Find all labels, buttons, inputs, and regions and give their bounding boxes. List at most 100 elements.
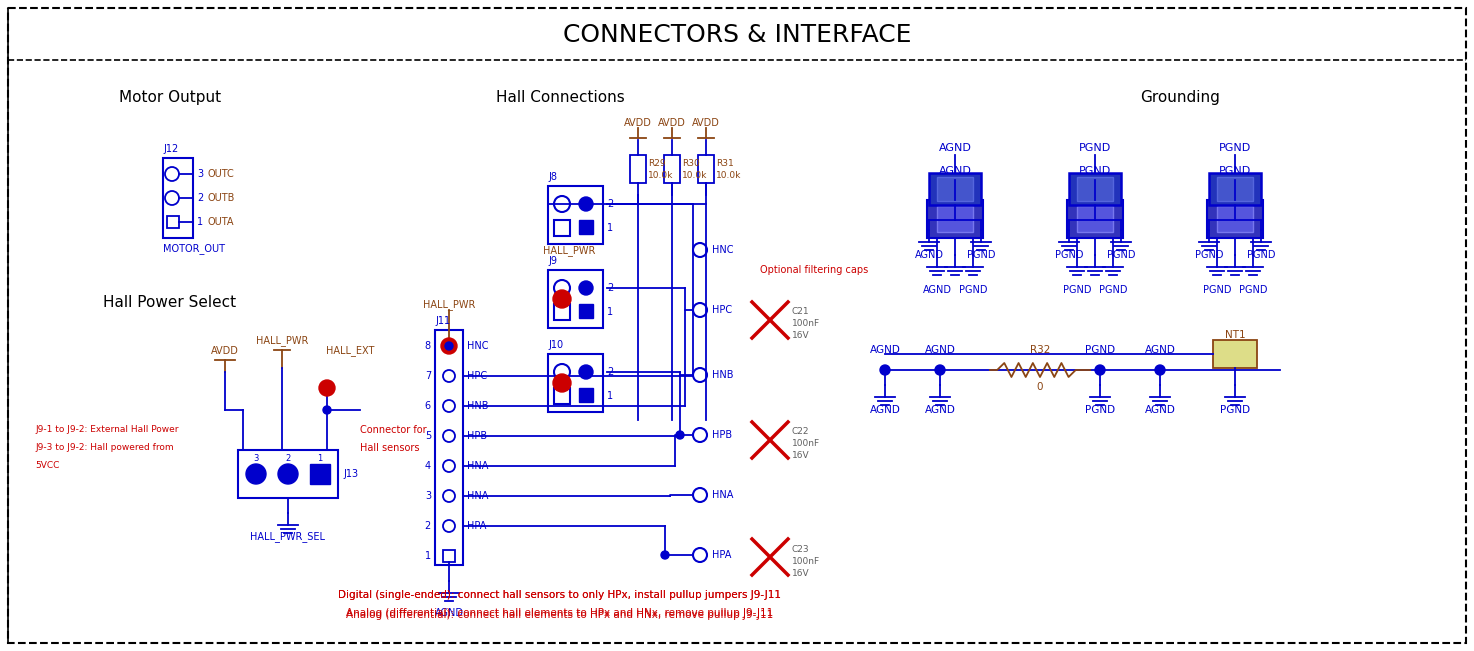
- Text: PGND: PGND: [1247, 250, 1275, 260]
- Text: 3: 3: [198, 169, 203, 179]
- Bar: [164, 158, 193, 238]
- Circle shape: [660, 551, 669, 559]
- Text: 0: 0: [1036, 382, 1044, 392]
- Text: AGND: AGND: [939, 143, 971, 153]
- Text: J9-3 to J9-2: Hall powered from: J9-3 to J9-2: Hall powered from: [35, 443, 174, 452]
- Text: 1: 1: [607, 307, 613, 317]
- Text: OUTB: OUTB: [206, 193, 234, 203]
- Circle shape: [553, 290, 570, 308]
- Text: 2: 2: [607, 199, 613, 209]
- Bar: [1218, 206, 1253, 232]
- Circle shape: [1095, 365, 1106, 375]
- Text: Hall sensors: Hall sensors: [360, 443, 420, 453]
- Text: 1: 1: [425, 551, 430, 561]
- Bar: [929, 173, 982, 205]
- Text: C22: C22: [792, 428, 809, 437]
- Text: 1: 1: [607, 223, 613, 233]
- Bar: [663, 155, 680, 183]
- Text: C21: C21: [792, 307, 809, 316]
- Bar: [927, 200, 983, 238]
- Text: PGND: PGND: [1085, 345, 1114, 355]
- Circle shape: [579, 365, 593, 379]
- Circle shape: [579, 281, 593, 295]
- Bar: [579, 388, 593, 402]
- Text: HNA: HNA: [467, 461, 488, 471]
- Text: MOTOR_OUT: MOTOR_OUT: [164, 243, 226, 254]
- Text: 1: 1: [317, 454, 323, 463]
- Text: PGND: PGND: [967, 250, 995, 260]
- Text: PGND: PGND: [1079, 166, 1111, 176]
- Text: R30: R30: [682, 158, 700, 167]
- Text: Hall Connections: Hall Connections: [495, 90, 625, 105]
- Text: AGND: AGND: [939, 166, 971, 176]
- Text: HPC: HPC: [467, 371, 486, 381]
- Text: Motor Output: Motor Output: [119, 90, 221, 105]
- Text: PGND: PGND: [1195, 250, 1223, 260]
- Text: Digital (single-ended): connect hall sensors to only HPx, install pullup jumpers: Digital (single-ended): connect hall sen…: [339, 590, 781, 600]
- Text: AGND: AGND: [870, 405, 901, 415]
- Text: AVDD: AVDD: [657, 118, 685, 128]
- Text: AGND: AGND: [870, 345, 901, 355]
- Text: AVDD: AVDD: [693, 118, 719, 128]
- Text: 10.0k: 10.0k: [682, 171, 708, 180]
- Text: 1: 1: [198, 217, 203, 227]
- Text: AGND: AGND: [914, 250, 943, 260]
- Circle shape: [880, 365, 890, 375]
- Text: J8: J8: [548, 172, 557, 182]
- Text: HALL_PWR: HALL_PWR: [542, 245, 595, 256]
- Bar: [548, 186, 603, 244]
- Text: HPC: HPC: [712, 305, 733, 315]
- Text: 2: 2: [425, 521, 430, 531]
- Text: OUTA: OUTA: [206, 217, 233, 227]
- Text: PGND: PGND: [1063, 285, 1091, 295]
- Circle shape: [279, 464, 298, 484]
- Text: PGND: PGND: [1203, 285, 1231, 295]
- Text: J9-1 to J9-2: External Hall Power: J9-1 to J9-2: External Hall Power: [35, 425, 178, 434]
- Text: 3: 3: [254, 454, 259, 463]
- Text: 100nF: 100nF: [792, 320, 820, 329]
- Text: PGND: PGND: [1055, 250, 1083, 260]
- Bar: [937, 177, 973, 201]
- Text: PGND: PGND: [1085, 405, 1114, 415]
- Text: Analog (differential): connect hall elements to HPx and HNx, remove pullup J9-J1: Analog (differential): connect hall elem…: [346, 608, 774, 618]
- Bar: [1077, 206, 1113, 232]
- Text: J9: J9: [548, 256, 557, 266]
- Text: Connector for: Connector for: [360, 425, 426, 435]
- Text: AGND: AGND: [923, 285, 952, 295]
- Bar: [1077, 177, 1113, 201]
- Text: HALL_EXT: HALL_EXT: [326, 345, 374, 356]
- Text: AVDD: AVDD: [624, 118, 652, 128]
- Text: HPA: HPA: [712, 550, 731, 560]
- Text: HNA: HNA: [712, 490, 734, 500]
- Circle shape: [1156, 365, 1164, 375]
- Text: PGND: PGND: [1107, 250, 1135, 260]
- Circle shape: [935, 365, 945, 375]
- Text: Optional filtering caps: Optional filtering caps: [761, 265, 868, 275]
- Text: J13: J13: [343, 469, 358, 479]
- Text: 4: 4: [425, 461, 430, 471]
- Text: CONNECTORS & INTERFACE: CONNECTORS & INTERFACE: [563, 23, 911, 47]
- Bar: [1213, 340, 1257, 368]
- Text: AGND: AGND: [924, 345, 955, 355]
- Text: PGND: PGND: [958, 285, 988, 295]
- Bar: [1207, 200, 1263, 238]
- Text: 7: 7: [425, 371, 430, 381]
- Text: HNC: HNC: [467, 341, 488, 351]
- Bar: [579, 304, 593, 318]
- Bar: [237, 450, 338, 498]
- Text: 100nF: 100nF: [792, 439, 820, 449]
- Text: PGND: PGND: [1098, 285, 1128, 295]
- Text: NT1: NT1: [1225, 330, 1246, 340]
- Text: AVDD: AVDD: [211, 346, 239, 356]
- Bar: [579, 220, 593, 234]
- Text: 5: 5: [425, 431, 430, 441]
- Text: Hall Power Select: Hall Power Select: [103, 295, 236, 310]
- Text: AGND: AGND: [1145, 405, 1175, 415]
- Text: 16V: 16V: [792, 331, 809, 340]
- Text: HALL_PWR: HALL_PWR: [423, 299, 475, 310]
- Text: Digital (single-ended): connect hall sensors to only HPx, install pullup jumpers: Digital (single-ended): connect hall sen…: [339, 590, 781, 600]
- Text: PGND: PGND: [1220, 405, 1250, 415]
- Text: HNC: HNC: [712, 245, 734, 255]
- Circle shape: [441, 338, 457, 354]
- Bar: [167, 216, 178, 228]
